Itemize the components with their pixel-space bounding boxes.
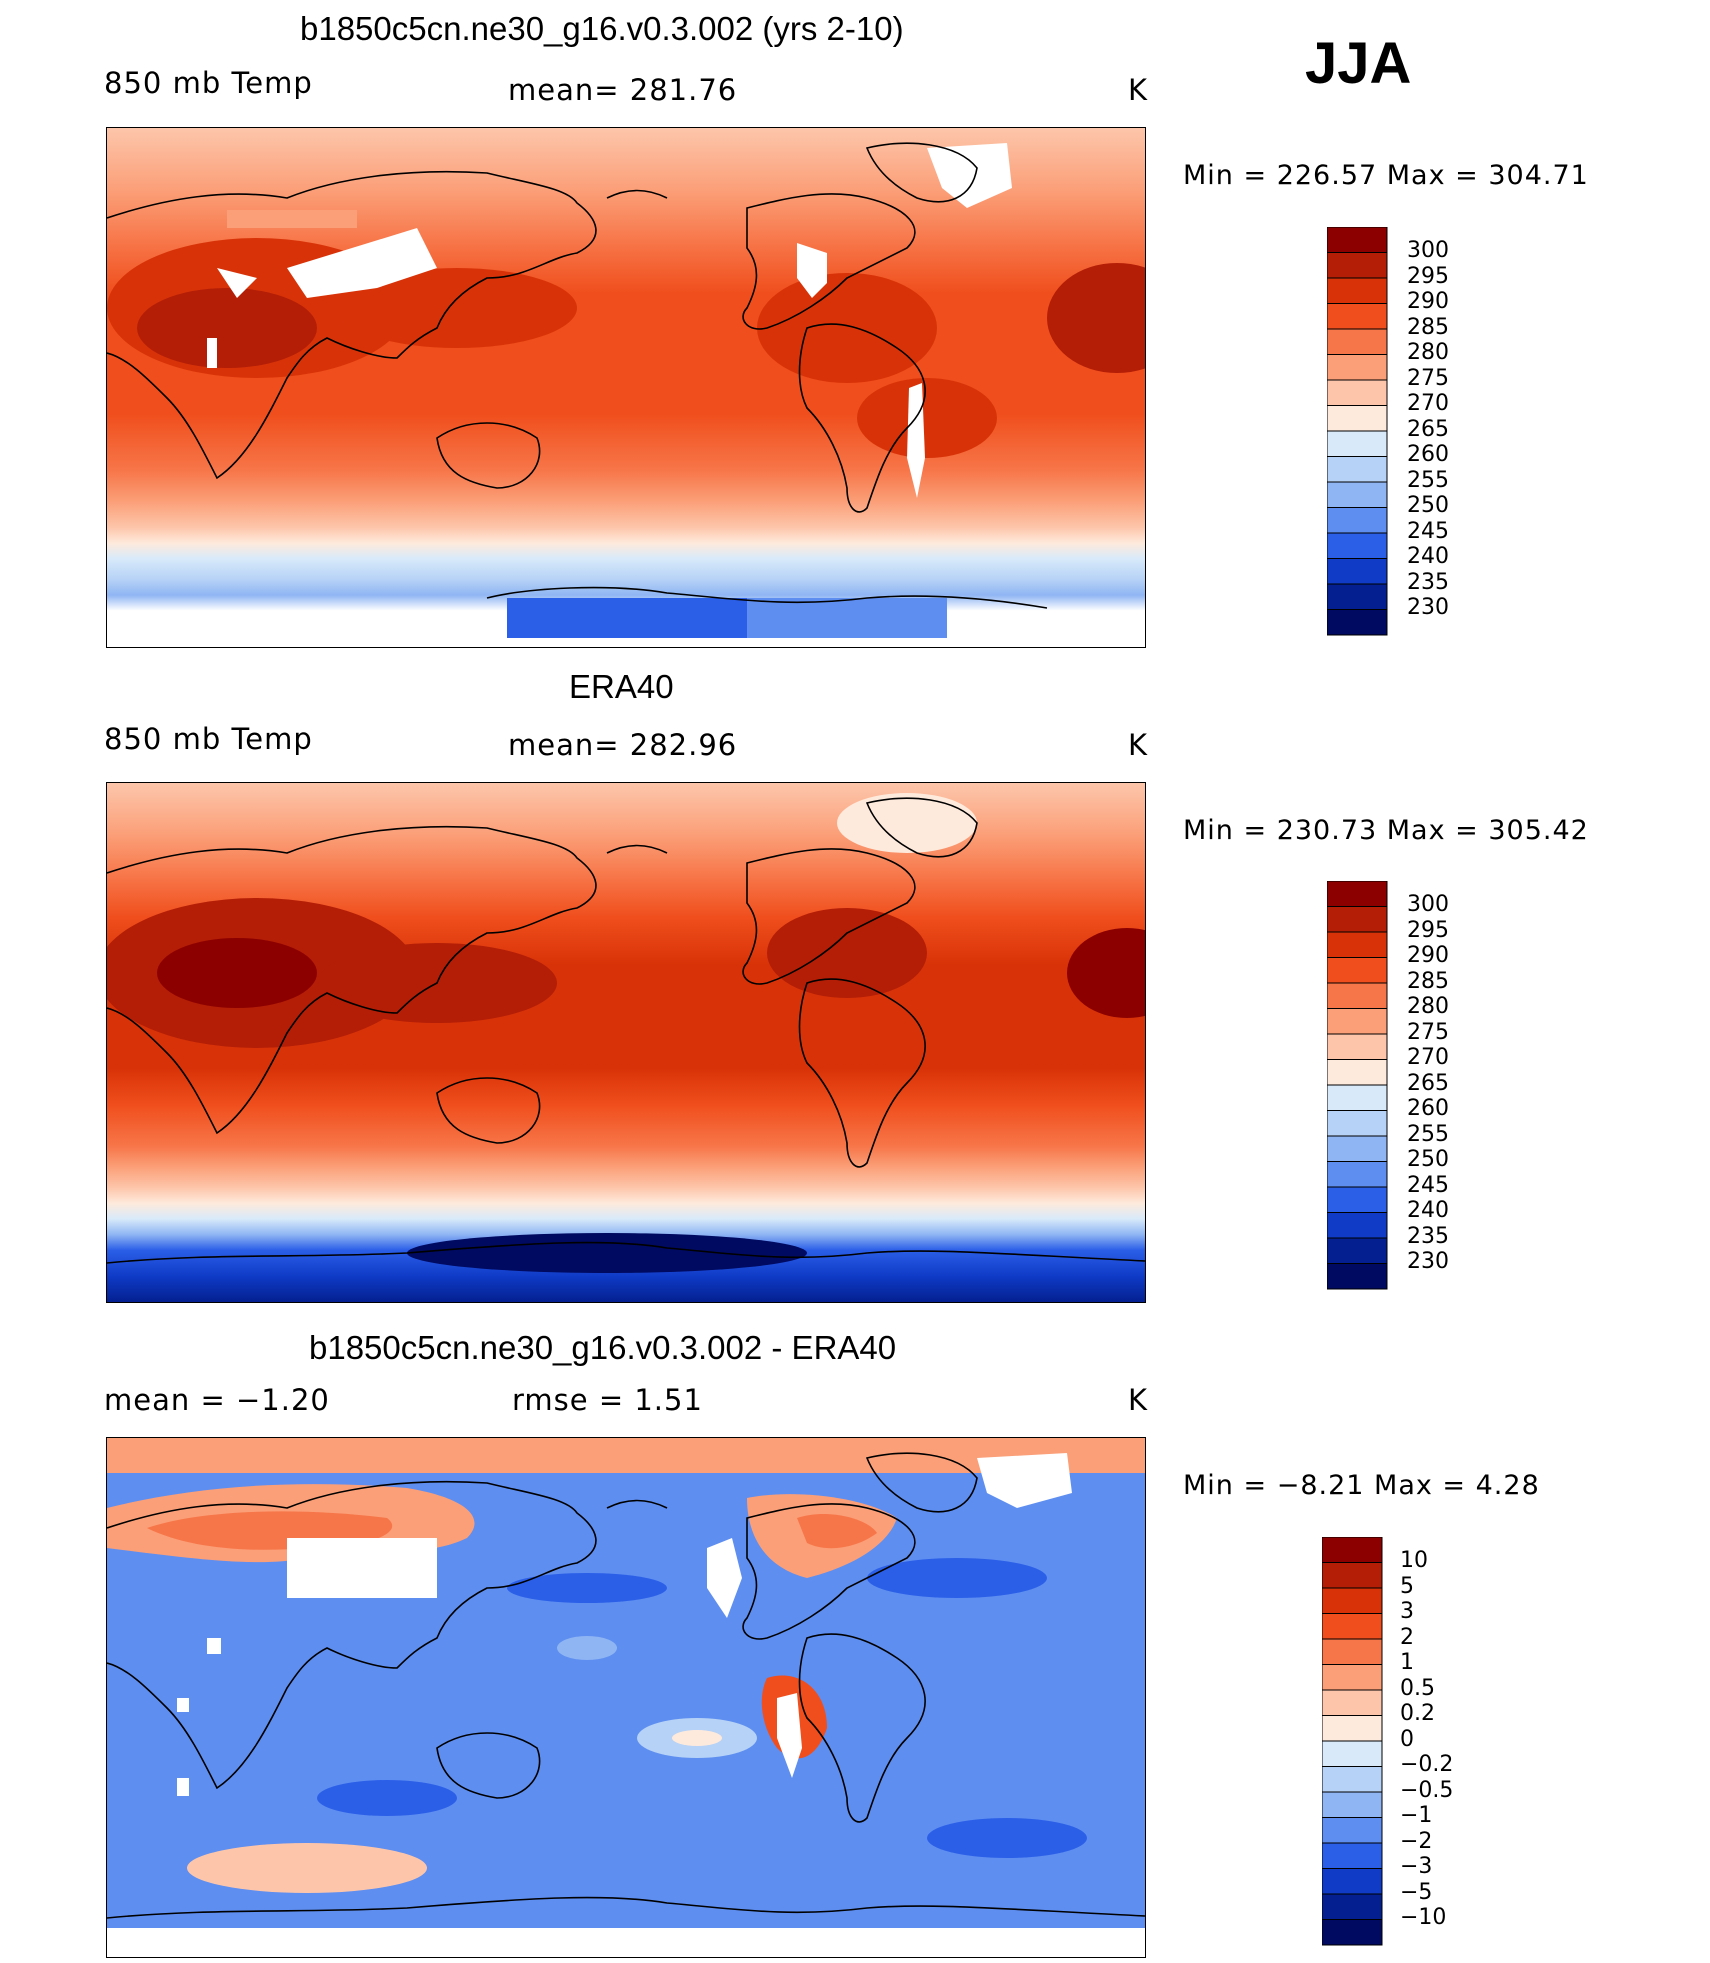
panel2-colorbar-graphic [1326,880,1388,1290]
season-label: JJA [1305,31,1412,96]
panel3-legend-label: 0 [1400,1726,1414,1752]
panel3-title: b1850c5cn.ne30_g16.v0.3.002 - ERA40 [309,1329,897,1366]
panel1-title: b1850c5cn.ne30_g16.v0.3.002 (yrs 2-10) [300,10,904,47]
panel1-legend-label: 285 [1407,314,1449,340]
panel2-legend-label: 270 [1407,1045,1449,1070]
panel1-legend-label: 290 [1407,289,1449,314]
panel1-colorbar [1326,226,1487,642]
panel2-legend-label: 285 [1407,968,1449,994]
panel2-variable-label: 850 mb Temp [104,722,313,756]
panel1-legend-label: 270 [1407,391,1449,416]
panel2-colorbar [1326,880,1487,1296]
panel3-legend-label: 1 [1400,1650,1414,1675]
panel2-title: ERA40 [569,668,674,705]
panel2-legend-label: 250 [1407,1147,1449,1172]
panel2-colorbar-labels: 300 295 290 285 280 275 270 265 260 255 … [1407,892,1449,1275]
panel3-colorbar-labels: 10 5 3 2 1 0.5 0.2 0 −0.2 −0.5 −1 −2 −3 … [1400,1548,1453,1931]
panel1-legend-label: 245 [1407,518,1449,544]
panel1-legend-label: 250 [1407,493,1449,518]
panel3-legend-label: 0.5 [1400,1675,1435,1701]
panel1-legend-label: 275 [1407,365,1449,391]
panel1-map-graphic [107,128,1145,647]
panel2-legend-label: 290 [1407,943,1449,968]
panel3-legend-label: 2 [1400,1624,1414,1650]
panel3-legend-label: −10 [1400,1905,1447,1930]
panel3-legend-label: 3 [1400,1599,1414,1624]
panel1-mean-label: mean= 281.76 [508,73,738,107]
panel1-colorbar-labels: 300 295 290 285 280 275 270 265 260 255 … [1407,238,1449,621]
panel1-legend-label: 230 [1407,595,1449,620]
panel2-legend-label: 255 [1407,1121,1449,1147]
panel1-units-label: K [1128,73,1149,107]
panel3-units-label: K [1128,1383,1149,1417]
panel3-legend-label: 10 [1400,1548,1428,1573]
panel3-legend-label: −0.2 [1400,1752,1454,1777]
panel3-legend-label: −5 [1400,1879,1433,1905]
panel3-difference-map [106,1437,1146,1958]
panel1-legend-label: 280 [1407,340,1449,365]
panel1-model-temperature-map [106,127,1146,648]
panel3-map-graphic [107,1438,1145,1957]
panel2-legend-label: 230 [1407,1249,1449,1274]
panel3-rmse-label: rmse = 1.51 [512,1383,703,1417]
panel1-minmax: Min = 226.57 Max = 304.71 [1183,160,1589,191]
panel2-legend-label: 280 [1407,994,1449,1019]
panel2-legend-label: 240 [1407,1198,1449,1223]
panel3-mean-label: mean = −1.20 [104,1383,330,1417]
panel2-minmax: Min = 230.73 Max = 305.42 [1183,815,1589,846]
panel1-legend-label: 255 [1407,467,1449,493]
panel3-legend-label: −0.5 [1400,1777,1454,1803]
panel1-legend-label: 300 [1407,238,1449,263]
panel2-legend-label: 245 [1407,1172,1449,1198]
panel3-colorbar-graphic [1321,1536,1383,1946]
panel3-minmax: Min = −8.21 Max = 4.28 [1183,1470,1540,1501]
panel2-mean-label: mean= 282.96 [508,728,738,762]
panel2-era40-temperature-map [106,782,1146,1303]
panel3-legend-label: −1 [1400,1803,1433,1828]
panel1-colorbar-graphic [1326,226,1388,636]
panel3-legend-label: 0.2 [1400,1701,1435,1726]
panel1-legend-label: 260 [1407,442,1449,467]
panel3-legend-label: −3 [1400,1854,1433,1879]
panel3-legend-label: 5 [1400,1573,1414,1599]
panel2-legend-label: 275 [1407,1019,1449,1045]
panel2-units-label: K [1128,728,1149,762]
panel2-legend-label: 295 [1407,917,1449,943]
panel3-legend-label: −2 [1400,1828,1433,1854]
panel1-legend-label: 265 [1407,416,1449,442]
panel2-legend-label: 300 [1407,892,1449,917]
panel1-legend-label: 240 [1407,544,1449,569]
panel2-legend-label: 265 [1407,1070,1449,1096]
panel1-legend-label: 295 [1407,263,1449,289]
panel1-legend-label: 235 [1407,569,1449,595]
panel3-colorbar [1321,1536,1482,1952]
panel2-map-graphic [107,783,1145,1302]
panel2-legend-label: 260 [1407,1096,1449,1121]
panel1-variable-label: 850 mb Temp [104,66,313,100]
panel2-legend-label: 235 [1407,1223,1449,1249]
